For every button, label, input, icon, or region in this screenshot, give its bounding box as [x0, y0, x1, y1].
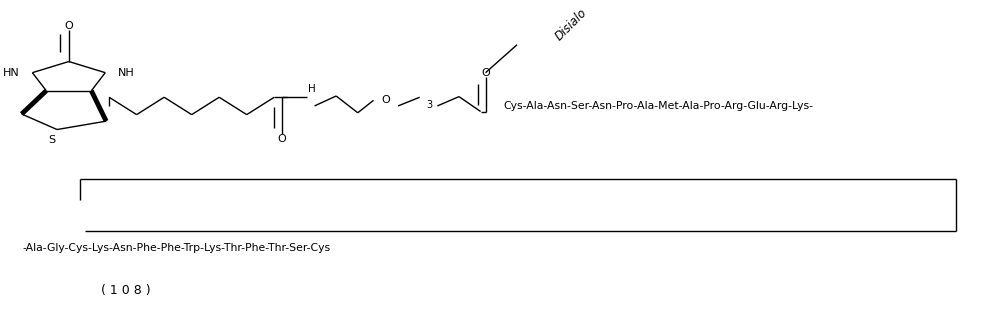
Text: O: O: [278, 134, 286, 144]
Text: HN: HN: [3, 68, 20, 78]
Text: O: O: [381, 95, 390, 105]
Text: Disialo: Disialo: [552, 6, 589, 43]
Text: H: H: [308, 83, 315, 94]
Text: 3: 3: [427, 100, 433, 110]
Text: O: O: [482, 68, 490, 78]
Text: NH: NH: [118, 68, 135, 78]
Text: ( 1 0 8 ): ( 1 0 8 ): [101, 284, 151, 297]
Text: O: O: [65, 21, 73, 31]
Text: -Ala-Gly-Cys-Lys-Asn-Phe-Phe-Trp-Lys-Thr-Phe-Thr-Ser-Cys: -Ala-Gly-Cys-Lys-Asn-Phe-Phe-Trp-Lys-Thr…: [23, 243, 331, 253]
Text: Cys-Ala-Asn-Ser-Asn-Pro-Ala-Met-Ala-Pro-Arg-Glu-Arg-Lys-: Cys-Ala-Asn-Ser-Asn-Pro-Ala-Met-Ala-Pro-…: [503, 101, 814, 111]
Text: S: S: [49, 135, 56, 145]
